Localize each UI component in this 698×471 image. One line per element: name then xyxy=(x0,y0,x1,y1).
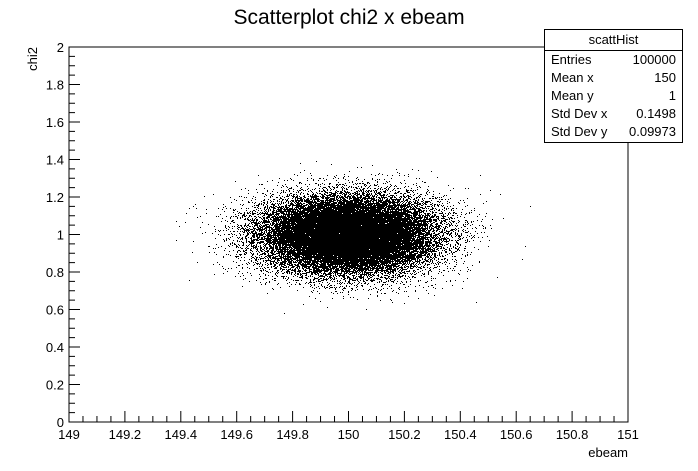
x-tick-label: 150.6 xyxy=(500,427,533,442)
x-tick-label: 150 xyxy=(338,427,360,442)
y-tick-label: 0.6 xyxy=(46,303,64,318)
x-tick-label: 149.4 xyxy=(165,427,198,442)
stats-label: Mean x xyxy=(551,70,594,85)
stats-value: 0.1498 xyxy=(636,106,676,121)
y-tick-label: 1.8 xyxy=(46,78,64,93)
stats-box: scattHist Entries 100000 Mean x 150 Mean… xyxy=(544,29,683,143)
y-tick-label: 1.6 xyxy=(46,115,64,130)
y-tick-label: 0 xyxy=(57,415,64,430)
stats-title: scattHist xyxy=(545,30,682,51)
stats-label: Std Dev y xyxy=(551,124,608,139)
x-tick-label: 149.8 xyxy=(276,427,309,442)
stats-label: Std Dev x xyxy=(551,106,608,121)
y-axis: 0 0.2 0.4 0.6 0.8 1 1.2 1.4 1.6 1.8 2 xyxy=(46,40,80,430)
y-tick-label: 1.2 xyxy=(46,190,64,205)
stats-row-std-dev-y: Std Dev y 0.09973 xyxy=(545,123,682,141)
y-tick-label: 0.8 xyxy=(46,265,64,280)
y-tick-label: 0.4 xyxy=(46,340,64,355)
stats-value: 150 xyxy=(654,70,676,85)
y-tick-label: 0.2 xyxy=(46,378,64,393)
y-tick-label: 1 xyxy=(57,228,64,243)
stats-row-mean-x: Mean x 150 xyxy=(545,69,682,87)
points-layer xyxy=(176,161,531,314)
chart-title: Scatterplot chi2 x ebeam xyxy=(233,6,464,29)
x-tick-label: 150.8 xyxy=(556,427,589,442)
x-tick-label: 150.4 xyxy=(444,427,477,442)
y-tick-label: 1.4 xyxy=(46,153,64,168)
stats-label: Entries xyxy=(551,52,592,67)
x-tick-label: 149.2 xyxy=(109,427,142,442)
stats-row-std-dev-x: Std Dev x 0.1498 xyxy=(545,105,682,123)
scatter-points xyxy=(176,161,531,314)
stats-value: 100000 xyxy=(632,52,676,67)
stats-label: Mean y xyxy=(551,88,594,103)
y-axis-label: chi2 xyxy=(25,47,40,71)
stats-value: 0.09973 xyxy=(629,124,676,139)
stats-row-mean-y: Mean y 1 xyxy=(545,87,682,105)
x-tick-label: 150.2 xyxy=(388,427,421,442)
stats-value: 1 xyxy=(668,88,676,103)
stats-row-entries: Entries 100000 xyxy=(545,51,682,69)
x-tick-label: 151 xyxy=(617,427,639,442)
x-tick-label: 149.6 xyxy=(220,427,253,442)
y-tick-label: 2 xyxy=(57,40,64,55)
x-axis: 149 149.2 149.4 149.6 149.8 150 150.2 150.4 150.… xyxy=(58,411,639,442)
x-tick-label: 149 xyxy=(58,427,80,442)
x-axis-label: ebeam xyxy=(588,445,628,460)
